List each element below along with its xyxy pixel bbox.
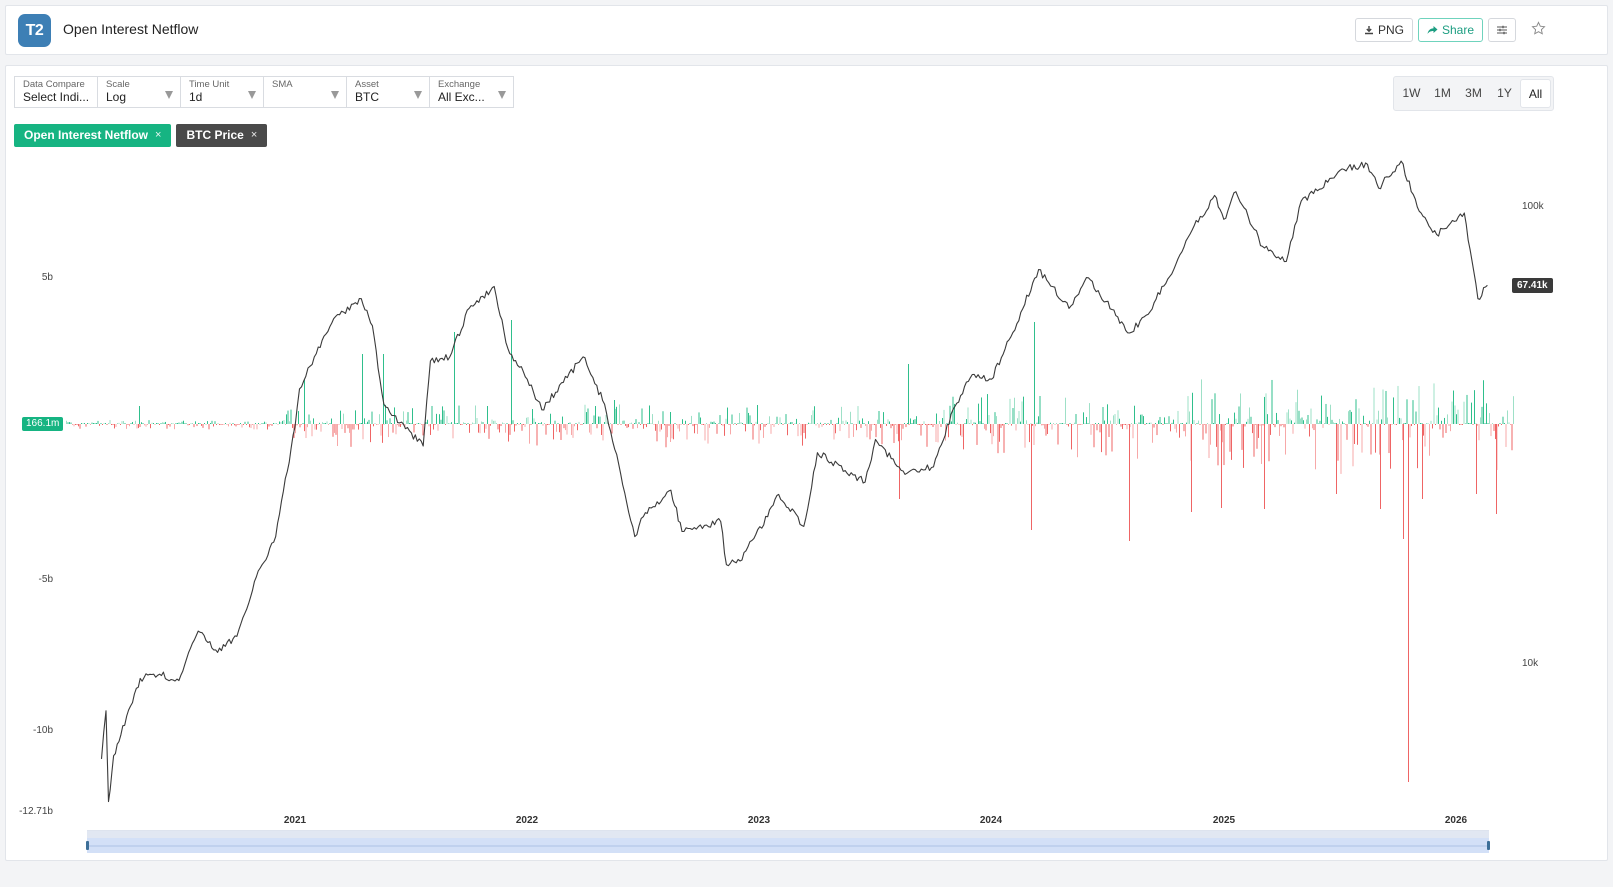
png-button-label: PNG bbox=[1378, 23, 1405, 37]
right-axis-tick: 100k bbox=[1522, 201, 1544, 212]
left-axis-tick: -5b bbox=[38, 574, 53, 585]
navigator-sparkline bbox=[87, 845, 1489, 847]
control-sma[interactable]: SMA bbox=[264, 77, 347, 107]
control-scale[interactable]: Scale Log bbox=[98, 77, 181, 107]
dropdown-caret-icon bbox=[248, 91, 256, 99]
series-tags: Open Interest Netflow × BTC Price × bbox=[14, 124, 268, 147]
dropdown-caret-icon bbox=[414, 91, 422, 99]
control-label: Time Unit bbox=[189, 79, 230, 90]
share-arrow-icon bbox=[1427, 26, 1438, 34]
navigator-right-handle[interactable] bbox=[1487, 841, 1490, 850]
control-value: 1d bbox=[189, 90, 203, 104]
x-axis-tick: 2026 bbox=[1444, 815, 1468, 826]
control-time-unit[interactable]: Time Unit 1d bbox=[181, 77, 264, 107]
control-value: BTC bbox=[355, 90, 379, 104]
x-axis-tick: 2025 bbox=[1212, 815, 1236, 826]
right-axis-tick: 10k bbox=[1522, 658, 1539, 669]
series-tag-label: BTC Price bbox=[186, 128, 244, 142]
dropdown-caret-icon bbox=[498, 91, 506, 99]
left-axis-tick: 5b bbox=[41, 272, 53, 283]
left-axis-tick: -10b bbox=[32, 725, 53, 736]
png-download-button[interactable]: PNG bbox=[1355, 18, 1414, 42]
dropdown-caret-icon bbox=[165, 91, 173, 99]
control-data-compare[interactable]: Data Compare Select Indi... bbox=[15, 77, 98, 107]
share-button-label[interactable]: Share bbox=[1442, 23, 1475, 37]
control-label: Exchange bbox=[438, 79, 481, 90]
control-label: Data Compare bbox=[23, 79, 85, 90]
range-button-1m[interactable]: 1M bbox=[1434, 86, 1451, 100]
chart-controls: Data Compare Select Indi... Scale Log Time U… bbox=[14, 76, 514, 108]
control-label: SMA bbox=[272, 79, 293, 90]
app-logo: T2 bbox=[18, 14, 51, 47]
range-navigator[interactable] bbox=[86, 830, 1490, 853]
control-value: All Exc... bbox=[438, 90, 485, 104]
time-range-selector: 1W 1M 3M 1Y All bbox=[1393, 76, 1554, 111]
chart-settings-button[interactable] bbox=[1488, 18, 1516, 42]
range-button-1y[interactable]: 1Y bbox=[1497, 86, 1512, 100]
x-axis-tick: 2022 bbox=[515, 815, 539, 826]
x-axis-tick: 2023 bbox=[747, 815, 771, 826]
dropdown-caret-icon bbox=[331, 91, 339, 99]
page-title: Open Interest Netflow bbox=[63, 21, 199, 37]
series-tag-open-interest-netflow[interactable]: Open Interest Netflow × bbox=[14, 124, 172, 147]
control-asset[interactable]: Asset BTC bbox=[347, 77, 430, 107]
left-axis-tick: -12.71b bbox=[19, 806, 53, 817]
control-value: Log bbox=[106, 90, 127, 104]
x-axis-tick: 2024 bbox=[979, 815, 1003, 826]
close-icon[interactable]: × bbox=[250, 129, 258, 141]
control-value: Select Indi... bbox=[23, 90, 90, 104]
range-button-3m[interactable]: 3M bbox=[1465, 86, 1482, 100]
download-icon bbox=[1365, 26, 1373, 35]
chart-panel: Data Compare Select Indi... Scale Log Time U… bbox=[5, 65, 1608, 861]
close-icon[interactable]: × bbox=[155, 129, 162, 141]
star-icon[interactable] bbox=[1531, 21, 1546, 36]
control-label: Scale bbox=[106, 79, 130, 90]
sliders-icon bbox=[1497, 25, 1507, 35]
range-button-all[interactable]: All bbox=[1520, 79, 1551, 108]
price-current-value-badge: 67.41k bbox=[1512, 278, 1553, 293]
series-tag-label: Open Interest Netflow bbox=[24, 128, 149, 142]
netflow-bars bbox=[66, 320, 1514, 782]
control-label: Asset bbox=[355, 79, 379, 90]
x-axis-tick: 2021 bbox=[283, 815, 307, 826]
chart-canvas[interactable] bbox=[6, 66, 1609, 862]
share-button[interactable]: Share bbox=[1418, 18, 1484, 42]
series-tag-btc-price[interactable]: BTC Price × bbox=[176, 124, 268, 147]
control-exchange[interactable]: Exchange All Exc... bbox=[430, 77, 513, 107]
navigator-track bbox=[87, 831, 1489, 838]
range-button-1w[interactable]: 1W bbox=[1402, 86, 1421, 100]
netflow-current-value-badge: 166.1m bbox=[22, 417, 64, 431]
header-bar: T2 Open Interest Netflow PNG Share bbox=[5, 5, 1608, 55]
btc-price-line bbox=[100, 160, 1488, 803]
navigator-left-handle[interactable] bbox=[86, 841, 89, 850]
